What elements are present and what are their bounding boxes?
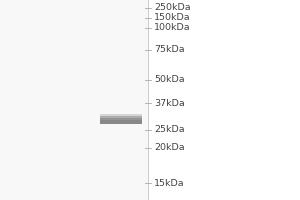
Text: 250kDa: 250kDa	[154, 3, 190, 12]
Text: 15kDa: 15kDa	[154, 178, 184, 188]
Text: 20kDa: 20kDa	[154, 144, 184, 152]
Text: 25kDa: 25kDa	[154, 126, 184, 134]
Bar	[100, 120, 142, 124]
Bar	[0, 0, 148, 200]
Bar	[100, 116, 142, 120]
Text: 75kDa: 75kDa	[154, 46, 184, 54]
Bar	[100, 118, 142, 122]
Text: 50kDa: 50kDa	[154, 75, 184, 84]
Text: 37kDa: 37kDa	[154, 98, 185, 108]
Text: 150kDa: 150kDa	[154, 14, 190, 22]
Bar	[100, 114, 142, 118]
Text: 100kDa: 100kDa	[154, 23, 190, 32]
